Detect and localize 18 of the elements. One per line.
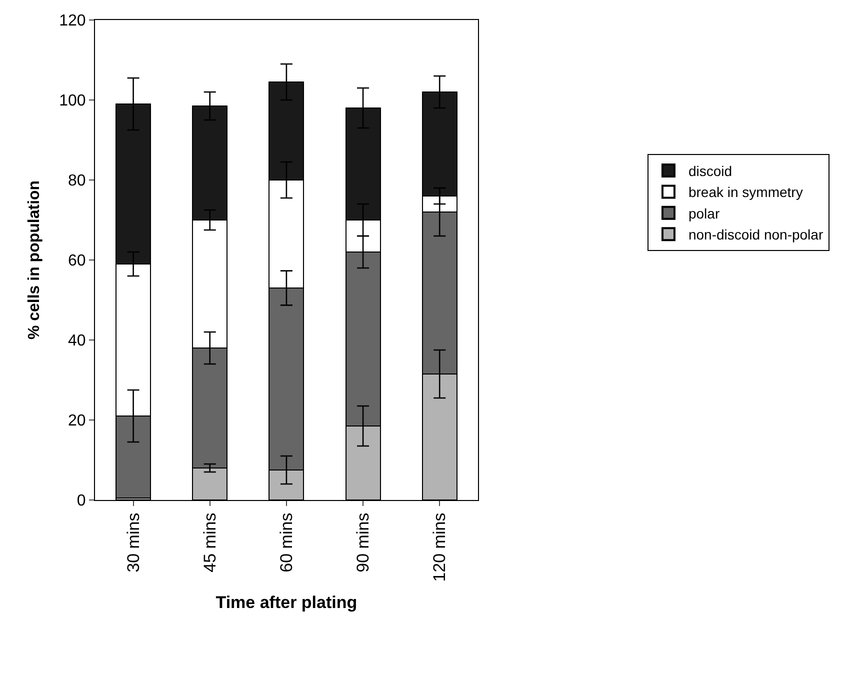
y-tick-label: 100	[59, 92, 86, 110]
legend-label: polar	[688, 205, 720, 222]
legend-label: discoid	[688, 162, 732, 179]
y-tick-label: 40	[68, 332, 86, 350]
x-tick-label: 30 mins	[124, 512, 143, 572]
x-tick-label: 90 mins	[354, 512, 373, 572]
x-tick-label: 120 mins	[430, 512, 450, 582]
x-axis-title: Time after plating	[216, 593, 358, 612]
y-tick-label: 80	[68, 172, 86, 190]
y-axis-title: % cells in population	[26, 180, 43, 340]
y-tick-label: 120	[59, 12, 86, 30]
y-tick-label: 0	[76, 492, 86, 510]
legend-label: non-discoid non-polar	[688, 226, 824, 243]
y-tick-label: 20	[68, 412, 86, 430]
legend-label: break in symmetry	[688, 184, 803, 200]
x-tick-label: 45 mins	[200, 512, 220, 572]
y-tick-label: 60	[68, 252, 86, 270]
x-tick-label: 60 mins	[276, 512, 296, 572]
